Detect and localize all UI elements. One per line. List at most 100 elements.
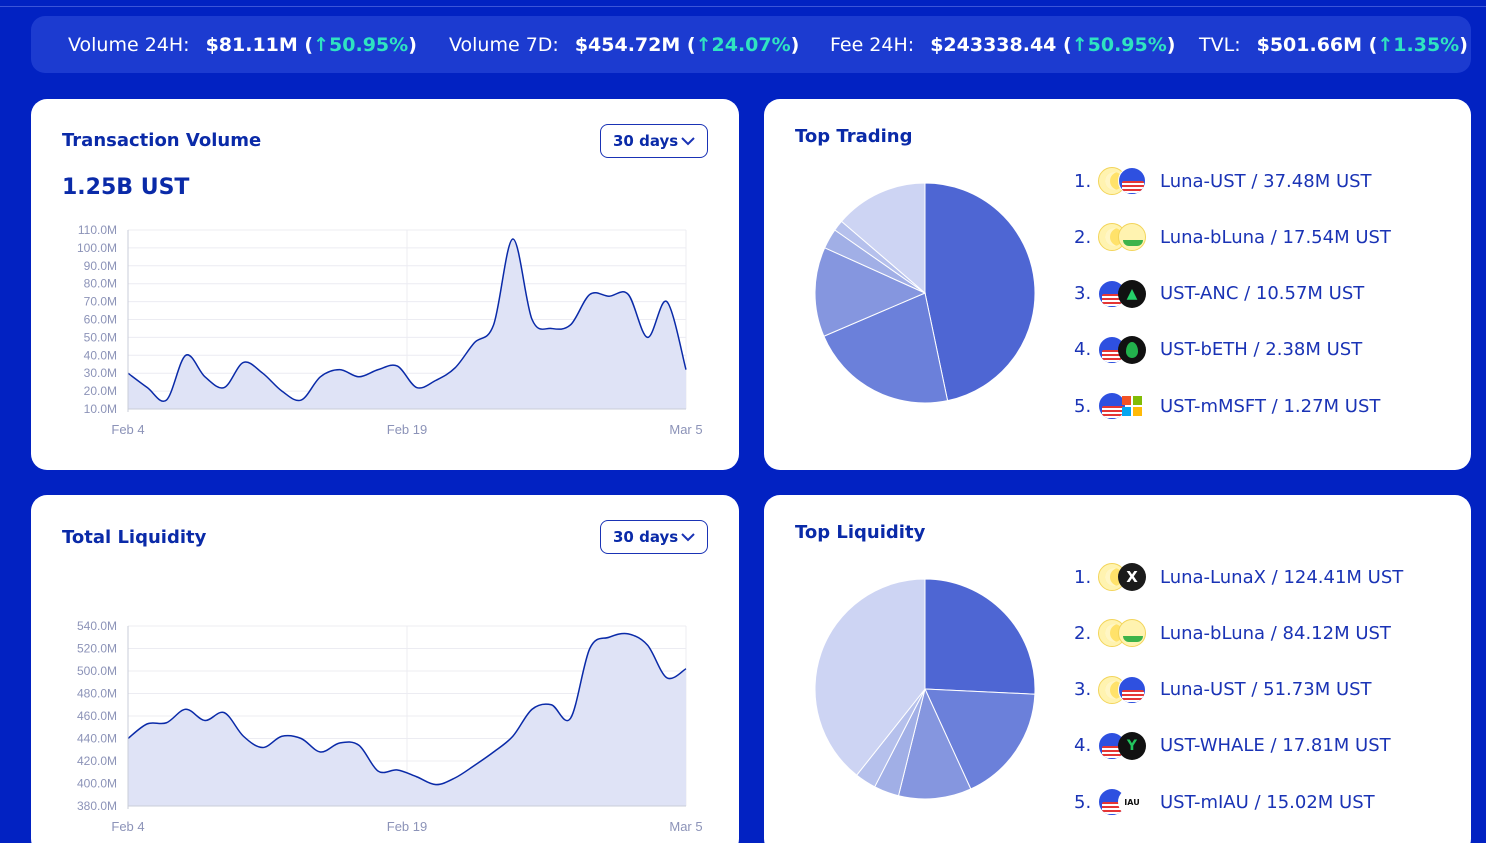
x-tick-label: Feb 19 [387, 422, 427, 437]
x-tick-label: Mar 5 [669, 422, 702, 437]
rank-number: 5. [1074, 791, 1092, 813]
total-liquidity-card: Total Liquidity 30 days 380.0M 400.0M 420.… [31, 495, 739, 843]
period-dropdown[interactable]: 30 days [600, 124, 708, 158]
y-tick-label: 40.0M [84, 348, 117, 362]
dropdown-label: 30 days [613, 132, 679, 150]
y-tick-label: 80.0M [84, 277, 117, 291]
stat-label: TVL: [1199, 33, 1241, 56]
pair-label: UST-bETH / 2.38M UST [1160, 339, 1363, 361]
y-tick-label: 60.0M [84, 313, 117, 327]
stat-label: Volume 7D: [449, 33, 559, 56]
y-tick-label: 420.0M [77, 754, 117, 768]
card-title: Transaction Volume [62, 130, 262, 151]
x-tick-label: Feb 19 [387, 819, 427, 834]
pie-slice-luna-bluna[interactable] [823, 292, 949, 404]
y-tick-label: 380.0M [77, 799, 117, 813]
stat-label: Volume 24H: [68, 33, 190, 56]
pair-icons: Y [1098, 731, 1148, 761]
top-divider [0, 6, 1486, 7]
stat-value: $501.66M [1256, 33, 1363, 56]
pie-slice-ust-anc[interactable] [814, 247, 927, 337]
y-tick-label: 70.0M [84, 295, 117, 309]
stat-value: $454.72M [574, 33, 681, 56]
stat-change: ↑50.95% [313, 33, 409, 56]
list-item[interactable]: 1. X Luna-LunaX / 124.41M UST [1074, 562, 1403, 592]
pair-label: UST-WHALE / 17.81M UST [1160, 735, 1391, 757]
stat-change: ↑50.95% [1071, 33, 1167, 56]
pair-label: UST-ANC / 10.57M UST [1160, 283, 1365, 305]
pie-slice-luna-lunax[interactable] [924, 578, 1036, 695]
area-fill [128, 633, 686, 806]
pair-icons [1098, 335, 1148, 365]
pie-slice-other[interactable] [840, 182, 926, 295]
list-item[interactable]: 4. Y UST-WHALE / 17.81M UST [1074, 731, 1391, 761]
y-tick-label: 500.0M [77, 664, 117, 678]
card-title: Total Liquidity [62, 527, 207, 548]
pair-label: Luna-UST / 37.48M UST [1160, 170, 1372, 192]
ust-icon [1118, 167, 1146, 195]
top-trading-card: Top Trading 1. Luna-UST / 37.48M UST 2. Lun… [764, 99, 1471, 470]
pair-icons [1098, 675, 1148, 705]
pie-slice-luna-bluna[interactable] [924, 688, 1036, 790]
y-tick-label: 10.0M [84, 402, 117, 416]
stat-volume-7d: Volume 7D: $454.72M (↑24.07%) [449, 33, 800, 56]
stat-change: ↑24.07% [695, 33, 791, 56]
pair-icons [1098, 166, 1148, 196]
stats-bar: Volume 24H: $81.11M (↑50.95%) Volume 7D:… [31, 16, 1471, 73]
stat-value: $243338.44 [930, 33, 1057, 56]
list-item[interactable]: 4. UST-bETH / 2.38M UST [1074, 335, 1362, 365]
stat-change: ↑1.35% [1377, 33, 1460, 56]
list-item[interactable]: 5. IAU UST-mIAU / 15.02M UST [1074, 787, 1375, 817]
list-item[interactable]: 5. UST-mMSFT / 1.27M UST [1074, 391, 1380, 421]
rank-number: 3. [1074, 283, 1092, 305]
y-tick-label: 90.0M [84, 259, 117, 273]
list-item[interactable]: 2. Luna-bLuna / 17.54M UST [1074, 222, 1391, 252]
y-tick-label: 100.0M [77, 241, 117, 255]
list-item[interactable]: 3. ▲ UST-ANC / 10.57M UST [1074, 279, 1364, 309]
top-liquidity-list: 1. X Luna-LunaX / 124.41M UST 2. Luna-bLuna … [1074, 495, 1464, 843]
rank-number: 2. [1074, 226, 1092, 248]
period-dropdown[interactable]: 30 days [600, 520, 708, 554]
y-tick-label: 460.0M [77, 709, 117, 723]
pair-icons: ▲ [1098, 279, 1148, 309]
y-tick-label: 520.0M [77, 642, 117, 656]
rank-number: 4. [1074, 339, 1092, 361]
pair-label: Luna-bLuna / 17.54M UST [1160, 226, 1391, 248]
pie-slice-luna-ust[interactable] [897, 687, 972, 800]
chevron-down-icon [681, 533, 695, 542]
msft-icon [1118, 392, 1146, 420]
iau-icon: IAU [1118, 788, 1146, 817]
list-item[interactable]: 3. Luna-UST / 51.73M UST [1074, 675, 1372, 705]
card-title: Top Liquidity [795, 522, 926, 543]
anc-icon: ▲ [1118, 279, 1146, 308]
stat-label: Fee 24H: [830, 33, 915, 56]
bluna-icon [1118, 619, 1146, 648]
stat-volume-24h: Volume 24H: $81.11M (↑50.95%) [68, 33, 417, 56]
pie-slice-other[interactable] [814, 578, 926, 776]
pair-icons [1098, 391, 1148, 421]
list-item[interactable]: 2. Luna-bLuna / 84.12M UST [1074, 618, 1391, 648]
stat-fee-24h: Fee 24H: $243338.44 (↑50.95%) [830, 33, 1176, 56]
y-tick-label: 480.0M [77, 687, 117, 701]
rank-number: 3. [1074, 679, 1092, 701]
whale-icon: Y [1118, 731, 1146, 760]
rank-number: 5. [1074, 395, 1092, 417]
chevron-down-icon [681, 137, 695, 146]
bluna-icon [1118, 223, 1146, 252]
x-tick-label: Feb 4 [111, 819, 144, 834]
top-trading-list: 1. Luna-UST / 37.48M UST 2. Luna-bLuna / 17… [1074, 99, 1464, 470]
pair-label: UST-mMSFT / 1.27M UST [1160, 395, 1381, 417]
x-tick-label: Mar 5 [669, 819, 702, 834]
rank-number: 1. [1074, 566, 1092, 588]
pair-icons: X [1098, 562, 1148, 592]
pie-slice-luna-ust[interactable] [924, 182, 1036, 402]
y-tick-label: 400.0M [77, 777, 117, 791]
rank-number: 4. [1074, 735, 1092, 757]
card-title: Top Trading [795, 126, 913, 147]
top-liquidity-card: Top Liquidity 1. X Luna-LunaX / 124.41M US… [764, 495, 1471, 843]
y-tick-label: 30.0M [84, 366, 117, 380]
stat-value: $81.11M [205, 33, 298, 56]
series-line [127, 632, 687, 786]
list-item[interactable]: 1. Luna-UST / 37.48M UST [1074, 166, 1372, 196]
pair-label: Luna-UST / 51.73M UST [1160, 679, 1372, 701]
